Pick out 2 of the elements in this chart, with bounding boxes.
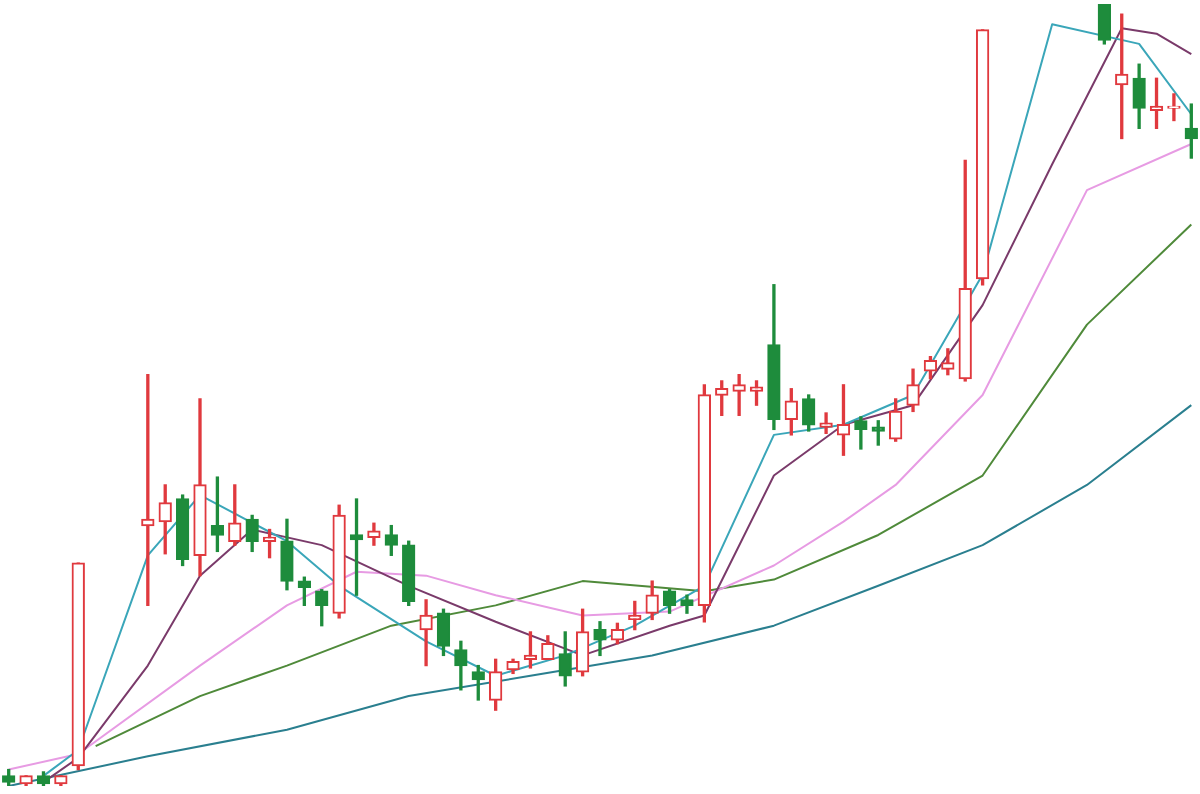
candlestick: [419, 599, 433, 667]
candlestick: [732, 374, 746, 416]
